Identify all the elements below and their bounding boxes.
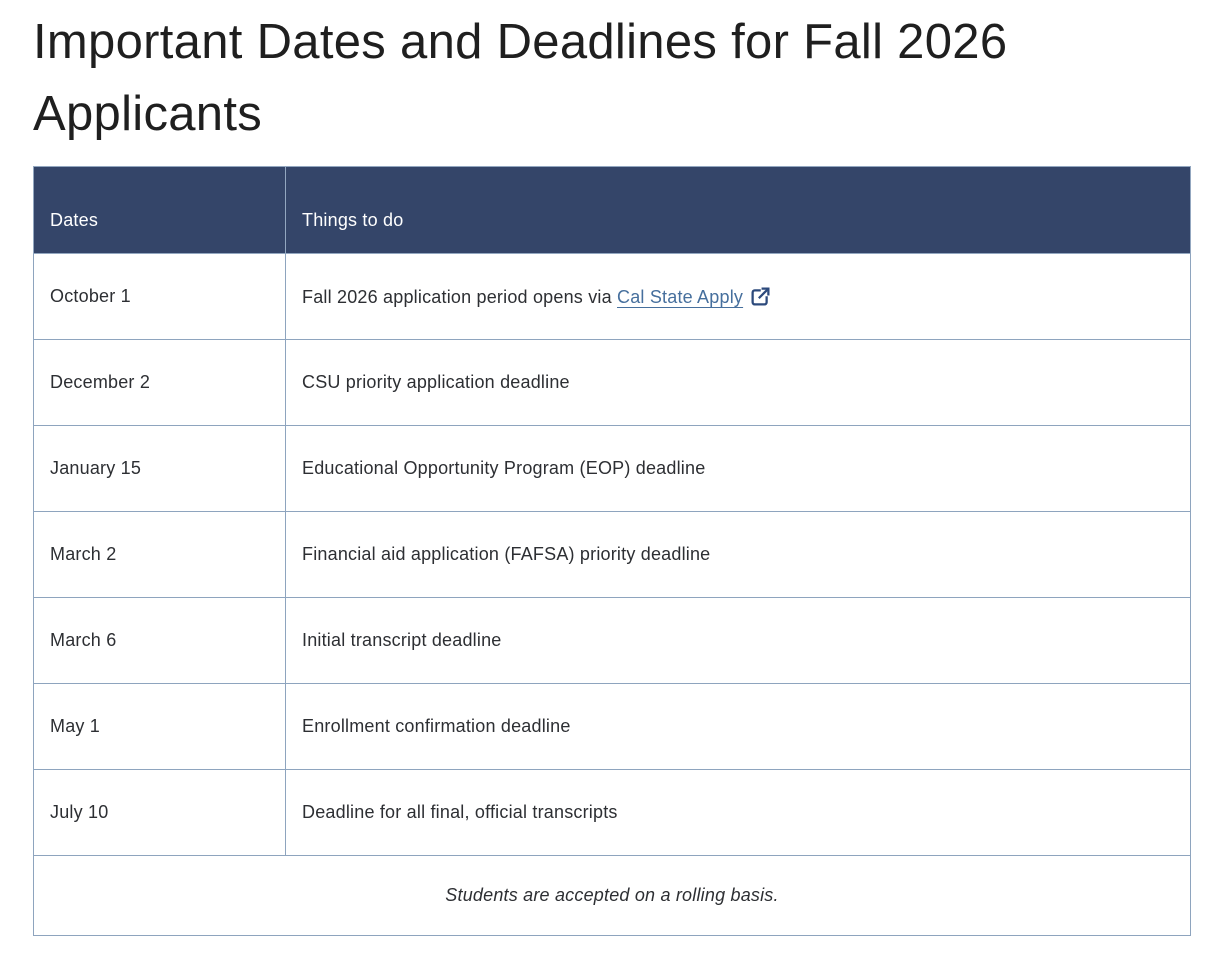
table-footer-row: Students are accepted on a rolling basis… — [33, 855, 1191, 936]
date-cell: October 1 — [33, 253, 286, 340]
table-row: May 1 Enrollment confirmation deadline — [33, 683, 1191, 770]
date-cell: January 15 — [33, 425, 286, 512]
date-cell: May 1 — [33, 683, 286, 770]
table-row: March 6 Initial transcript deadline — [33, 597, 1191, 684]
footer-note: Students are accepted on a rolling basis… — [445, 885, 779, 905]
date-cell: December 2 — [33, 339, 286, 426]
table-row: December 2 CSU priority application dead… — [33, 339, 1191, 426]
external-link-icon — [750, 286, 771, 308]
table-header-row: Dates Things to do — [33, 166, 1191, 254]
column-header-dates: Dates — [33, 166, 286, 254]
task-cell: CSU priority application deadline — [285, 339, 1191, 426]
table-row: July 10 Deadline for all final, official… — [33, 769, 1191, 856]
column-header-things-to-do: Things to do — [285, 166, 1191, 254]
task-cell: Fall 2026 application period opens via C… — [285, 253, 1191, 340]
task-cell: Initial transcript deadline — [285, 597, 1191, 684]
dates-deadlines-table: Dates Things to do October 1 Fall 2026 a… — [33, 166, 1191, 936]
table-body: October 1 Fall 2026 application period o… — [33, 253, 1191, 856]
date-cell: July 10 — [33, 769, 286, 856]
table-row: March 2 Financial aid application (FAFSA… — [33, 511, 1191, 598]
task-cell: Enrollment confirmation deadline — [285, 683, 1191, 770]
table-row: October 1 Fall 2026 application period o… — [33, 253, 1191, 340]
task-cell: Educational Opportunity Program (EOP) de… — [285, 425, 1191, 512]
footer-note-cell: Students are accepted on a rolling basis… — [33, 855, 1191, 936]
task-cell: Deadline for all final, official transcr… — [285, 769, 1191, 856]
task-cell: Financial aid application (FAFSA) priori… — [285, 511, 1191, 598]
page-title: Important Dates and Deadlines for Fall 2… — [33, 15, 1008, 141]
table-row: January 15 Educational Opportunity Progr… — [33, 425, 1191, 512]
cal-state-apply-link[interactable]: Cal State Apply — [617, 286, 744, 307]
date-cell: March 2 — [33, 511, 286, 598]
date-cell: March 6 — [33, 597, 286, 684]
